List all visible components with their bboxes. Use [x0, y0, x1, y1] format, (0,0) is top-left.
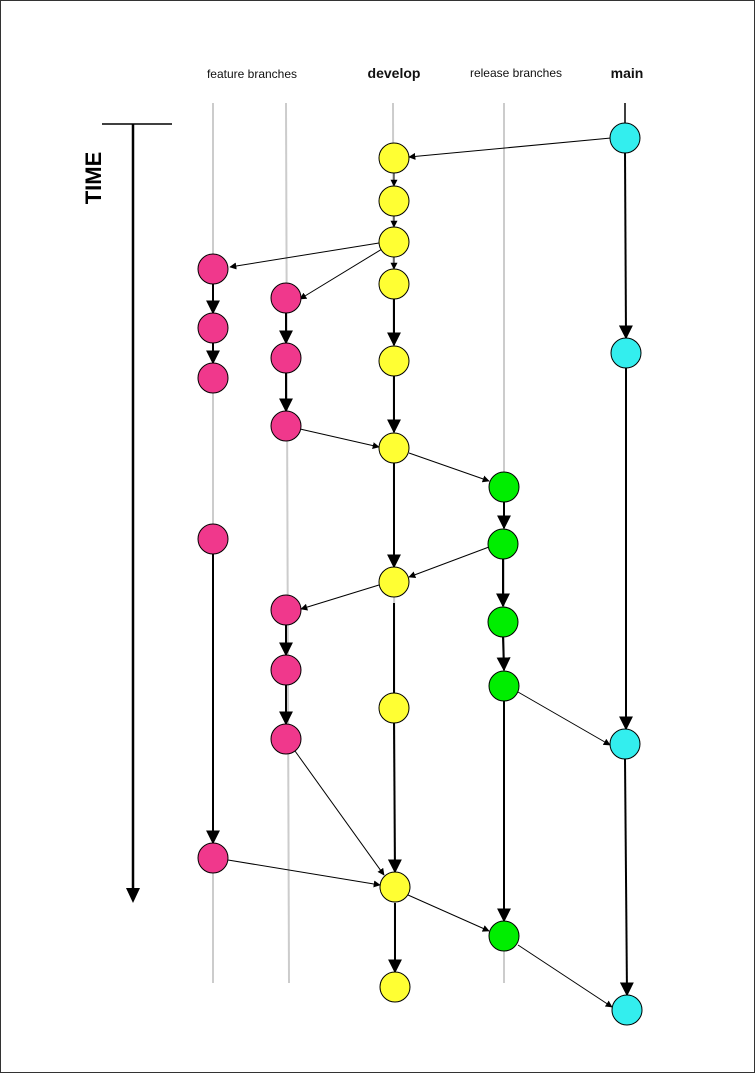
commit-feature — [270, 594, 302, 626]
lane-guides — [212, 102, 505, 984]
time-axis-arrowhead — [126, 888, 140, 903]
edge-develop-to-feature-3 — [300, 584, 380, 611]
commit-develop — [379, 971, 411, 1003]
edge-main-1 — [618, 151, 633, 340]
edge-develop-to-feature-2 — [299, 248, 383, 300]
commit-release — [488, 471, 520, 503]
edge-develop-to-feature-1 — [229, 242, 380, 270]
commit-develop — [378, 226, 410, 258]
time-axis: TIME — [81, 123, 172, 903]
commit-feature — [197, 253, 229, 285]
header-develop: develop — [368, 65, 421, 81]
edge-develop-to-release-2 — [407, 894, 490, 932]
edge-develop-to-release-1 — [408, 452, 490, 483]
commit-feature — [270, 342, 302, 374]
commit-feature — [270, 410, 302, 442]
commit-feature — [197, 362, 229, 394]
commit-nodes — [197, 122, 643, 1026]
edge-release-to-develop — [408, 546, 490, 579]
commit-develop — [378, 185, 410, 217]
commit-main — [609, 122, 641, 154]
edge-feature-to-develop-3 — [227, 859, 381, 888]
commit-feature — [270, 723, 302, 755]
commit-feature — [197, 523, 229, 555]
commit-develop — [378, 432, 410, 464]
commit-edges — [206, 137, 634, 1008]
commit-release — [488, 920, 520, 952]
edge-release-to-main-2 — [517, 944, 613, 1008]
commit-develop — [379, 871, 411, 903]
time-label: TIME — [81, 152, 106, 205]
lane-feature-2 — [285, 102, 290, 984]
commit-develop — [378, 345, 410, 377]
commit-develop — [378, 566, 410, 598]
edge-release-3 — [496, 636, 511, 672]
commit-release — [487, 528, 519, 560]
edge-release-to-main-1 — [517, 691, 611, 746]
commit-feature — [270, 282, 302, 314]
commit-develop — [378, 268, 410, 300]
commit-feature — [197, 312, 229, 344]
edge-develop-8 — [387, 722, 402, 874]
commit-develop — [378, 692, 410, 724]
commit-release — [487, 606, 519, 638]
header-main: main — [611, 65, 644, 81]
edge-main-3 — [619, 758, 634, 997]
commit-develop — [378, 142, 410, 174]
header-feature-branches: feature branches — [207, 67, 297, 81]
commit-main — [610, 337, 642, 369]
commit-release — [488, 670, 520, 702]
commit-feature — [197, 842, 229, 874]
commit-feature — [270, 654, 302, 686]
header-release-branches: release branches — [470, 66, 562, 80]
edge-feature-to-develop-2 — [294, 750, 385, 876]
edge-feature-to-develop-1 — [299, 428, 380, 450]
commit-main — [611, 994, 643, 1026]
commit-main — [609, 728, 641, 760]
edge-main-to-develop — [408, 137, 612, 160]
